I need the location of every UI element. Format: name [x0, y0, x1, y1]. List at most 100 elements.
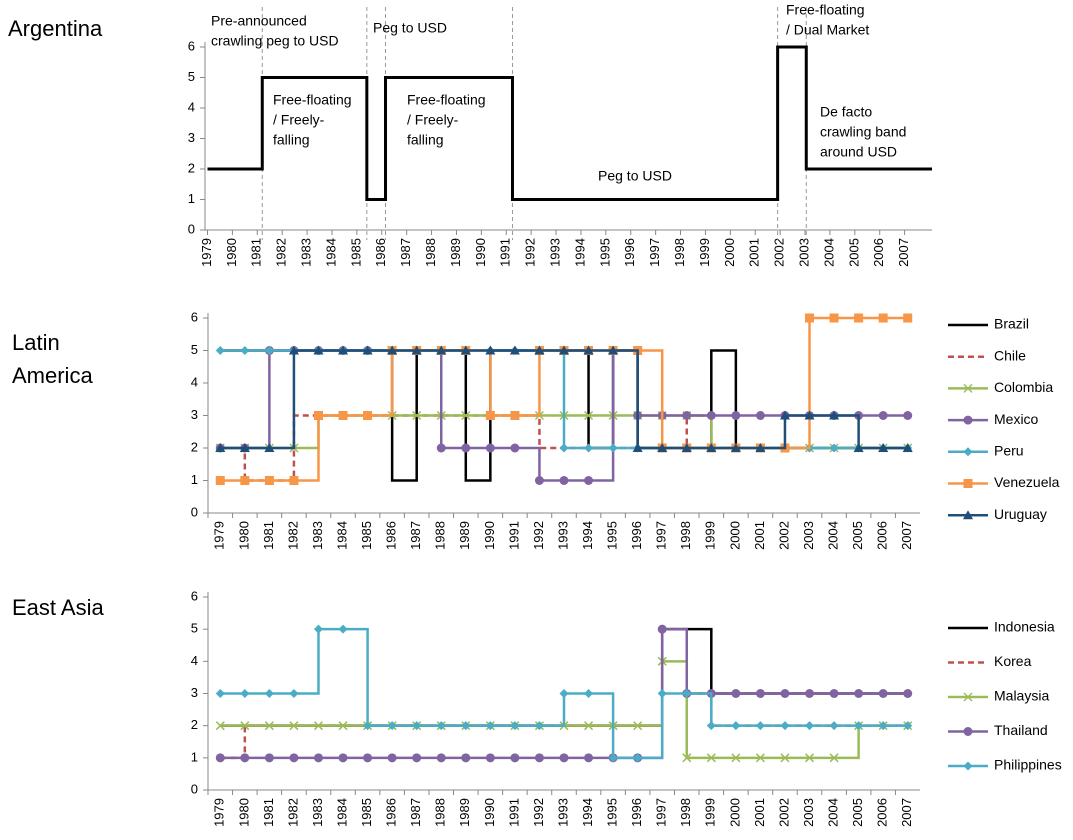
- panel-title: East Asia: [12, 595, 104, 620]
- y-tick-label: 2: [191, 717, 198, 732]
- x-tick-label: 1982: [274, 238, 289, 267]
- marker: [731, 753, 741, 763]
- annotation: / Freely-: [273, 112, 325, 128]
- marker: [559, 476, 569, 485]
- marker: [338, 624, 348, 634]
- marker: [878, 313, 888, 323]
- y-tick-label: 3: [191, 407, 198, 422]
- marker: [657, 624, 667, 634]
- y-tick-label: 6: [188, 38, 195, 53]
- marker: [264, 346, 274, 355]
- legend-label: Korea: [994, 653, 1032, 669]
- annotation: Free-floating: [407, 92, 486, 108]
- marker: [264, 689, 274, 698]
- x-tick-label: 2001: [752, 798, 767, 827]
- annotation: / Freely-: [407, 112, 459, 128]
- marker: [963, 415, 973, 425]
- annotation: Free-floating: [786, 2, 865, 18]
- marker: [215, 346, 225, 355]
- marker: [412, 410, 422, 421]
- x-tick-label: 2004: [821, 238, 836, 267]
- marker: [730, 443, 741, 452]
- marker: [313, 721, 324, 731]
- annotation: Pre-announced: [211, 13, 307, 29]
- marker: [963, 510, 973, 520]
- x-tick-label: 1999: [703, 798, 718, 827]
- marker: [215, 753, 225, 763]
- x-tick-label: 1993: [555, 521, 570, 550]
- annotation: falling: [273, 132, 310, 148]
- y-tick-label: 4: [191, 653, 198, 668]
- marker: [902, 443, 913, 452]
- annotation: De facto: [820, 104, 872, 120]
- x-tick-label: 1985: [359, 798, 374, 827]
- x-tick-label: 1991: [498, 238, 513, 267]
- y-tick-label: 5: [191, 621, 198, 636]
- annotation: Peg to USD: [598, 168, 672, 184]
- marker: [387, 753, 397, 763]
- marker: [682, 689, 692, 698]
- marker: [338, 721, 348, 731]
- x-tick-label: 1986: [373, 238, 388, 267]
- x-tick-label: 1988: [433, 798, 448, 827]
- marker: [559, 689, 569, 698]
- x-tick-label: 1983: [310, 798, 325, 827]
- marker: [805, 689, 815, 698]
- x-tick-label: 1996: [629, 521, 644, 550]
- legend-label: Venezuela: [994, 474, 1060, 490]
- x-tick-label: 1989: [457, 798, 472, 827]
- marker: [460, 345, 471, 355]
- x-tick-label: 2003: [801, 798, 816, 827]
- x-tick-label: 2002: [772, 238, 787, 267]
- marker: [779, 410, 790, 420]
- marker: [534, 753, 544, 763]
- marker: [264, 721, 274, 731]
- marker: [963, 447, 973, 457]
- marker: [362, 345, 373, 355]
- marker: [584, 721, 594, 731]
- marker: [633, 753, 643, 763]
- marker: [755, 689, 765, 698]
- marker: [632, 443, 643, 452]
- x-tick-label: 1979: [212, 798, 227, 827]
- x-tick-label: 1999: [697, 238, 712, 267]
- marker: [485, 411, 495, 420]
- y-tick-label: 6: [191, 588, 198, 603]
- legend-label: Indonesia: [994, 619, 1055, 635]
- marker: [829, 721, 839, 731]
- marker: [264, 476, 274, 485]
- marker: [313, 411, 323, 420]
- marker: [903, 689, 913, 698]
- y-tick-label: 1: [191, 472, 198, 487]
- legend-label: Brazil: [994, 316, 1029, 332]
- x-tick-label: 2007: [896, 238, 911, 267]
- marker: [510, 443, 520, 453]
- y-tick-label: 0: [191, 504, 198, 519]
- x-tick-label: 2005: [850, 521, 865, 550]
- line: [220, 660, 908, 760]
- x-tick-label: 1989: [457, 521, 472, 550]
- marker: [436, 721, 446, 731]
- x-tick-label: 2002: [776, 521, 791, 550]
- marker: [706, 443, 717, 452]
- x-tick-label: 1997: [647, 238, 662, 267]
- annotation: falling: [407, 132, 444, 148]
- annotation: Peg to USD: [373, 20, 447, 36]
- marker: [313, 624, 323, 634]
- x-tick-label: 2003: [801, 521, 816, 550]
- marker: [657, 443, 668, 452]
- marker: [461, 721, 471, 731]
- x-tick-label: 1998: [672, 238, 687, 267]
- marker: [878, 721, 888, 731]
- x-tick-label: 1979: [199, 238, 214, 267]
- legend-label: Malaysia: [994, 688, 1049, 704]
- x-tick-label: 1990: [482, 798, 497, 827]
- marker: [559, 753, 569, 763]
- marker: [461, 410, 471, 421]
- x-tick-label: 1983: [310, 521, 325, 550]
- marker: [633, 721, 643, 731]
- marker: [608, 345, 619, 355]
- annotation: crawling peg to USD: [211, 33, 339, 49]
- x-tick-label: 1980: [224, 238, 239, 267]
- x-tick-label: 1993: [555, 798, 570, 827]
